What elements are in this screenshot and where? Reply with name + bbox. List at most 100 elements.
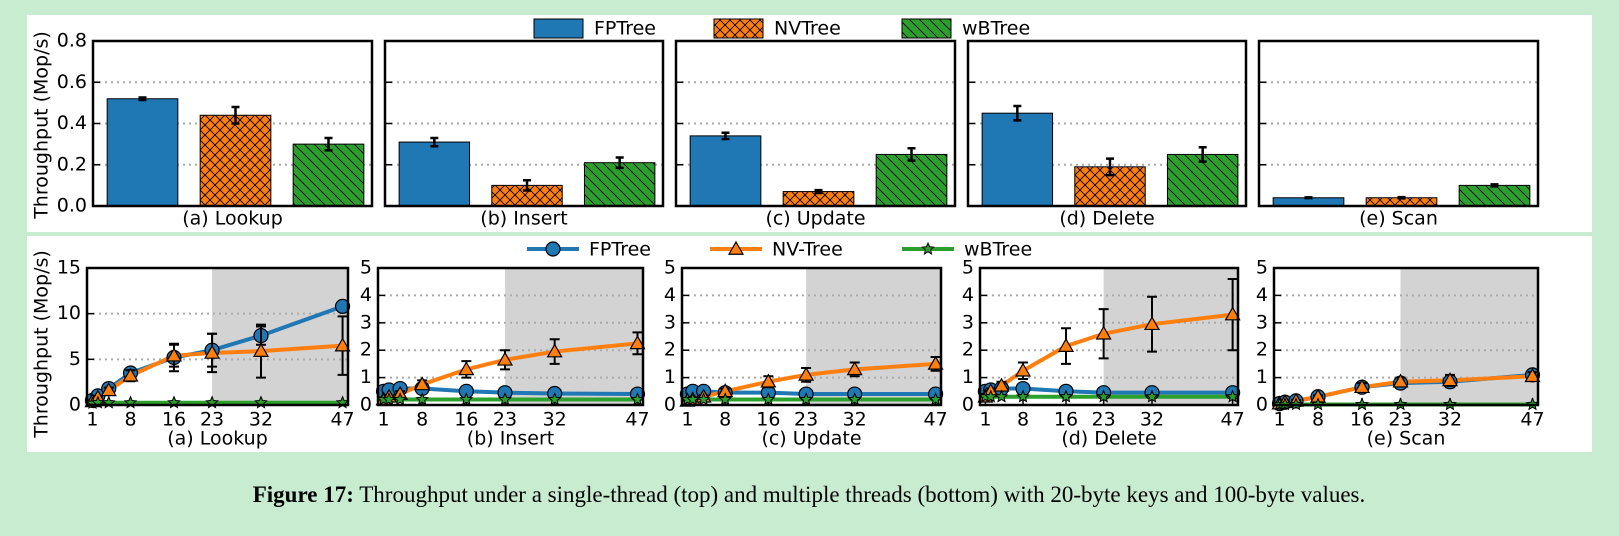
marker (718, 392, 733, 406)
x-tick-label: 23 (493, 409, 517, 431)
marker (252, 342, 270, 357)
error-bar-line (1013, 104, 1022, 122)
bar (689, 135, 762, 207)
y-tick-label: 1 (962, 366, 974, 388)
x-tick-label: 32 (249, 409, 273, 431)
marker (1059, 389, 1073, 403)
error-bar-line (231, 105, 240, 125)
y-tick-label: 3 (1256, 311, 1268, 333)
marker (334, 298, 351, 314)
marker (204, 344, 221, 359)
error-bar (138, 96, 147, 102)
legend-label: FPTree (589, 239, 651, 261)
y-tick-label: 0 (1256, 394, 1268, 416)
y-tick-label: 2 (360, 339, 372, 361)
x-tick-label: 23 (1092, 409, 1116, 431)
y-tick-label: 1 (664, 366, 676, 388)
shaded-region (1103, 268, 1238, 405)
x-tick-label: 23 (200, 409, 224, 431)
marker (334, 337, 351, 352)
legend-swatch (533, 18, 584, 39)
bar (1166, 153, 1239, 207)
marker (1224, 306, 1241, 321)
legend-label: wBTree (964, 239, 1032, 261)
bar (292, 143, 365, 207)
x-tick-label: 8 (719, 409, 731, 431)
chart-title: (b) Insert (480, 208, 567, 230)
y-tick-label: 2 (962, 339, 974, 361)
plot-frame (1257, 39, 1540, 208)
error-bar-line (1304, 196, 1313, 200)
x-tick-label: 47 (1520, 409, 1544, 431)
x-tick-label: 1 (86, 409, 98, 431)
marker (382, 392, 396, 406)
bar (398, 141, 471, 207)
error-bar-line (1490, 183, 1499, 188)
y-tick-label: 5 (360, 257, 372, 279)
marker (415, 392, 430, 406)
plot-frame (680, 266, 943, 407)
marker (547, 392, 562, 406)
marker (1524, 368, 1541, 383)
error-bar (1013, 104, 1022, 122)
bar (199, 114, 272, 207)
error-bar (324, 136, 333, 152)
x-tick-label: 32 (543, 409, 567, 431)
x-tick-label: 23 (794, 409, 818, 431)
y-tick-label: 0 (360, 394, 372, 416)
marker (798, 366, 815, 381)
plot-frame (91, 39, 374, 208)
error-bar (523, 178, 531, 192)
y-tick-label: 3 (664, 311, 676, 333)
chart-title: (a) Lookup (182, 208, 283, 230)
caption-label: Figure 17: (253, 482, 354, 507)
marker (496, 351, 514, 366)
caption-text: Throughput under a single-thread (top) a… (359, 482, 1365, 507)
marker (760, 373, 777, 388)
marker (1096, 389, 1111, 403)
legend-swatch (901, 18, 952, 39)
x-tick-label: 8 (1017, 409, 1029, 431)
error-bar-line (523, 178, 531, 192)
chart-title: (c) Update (761, 428, 861, 450)
marker (546, 343, 563, 358)
error-bar (1198, 145, 1207, 163)
y-tick-label: 5 (69, 348, 81, 370)
x-tick-label: 47 (924, 409, 948, 431)
plot-frame (966, 39, 1248, 208)
y-tick-label: 4 (1256, 284, 1268, 306)
y-tick-label: 3 (360, 311, 372, 333)
marker (799, 392, 814, 406)
marker (459, 392, 474, 406)
error-bar-line (1106, 157, 1114, 177)
caption: Figure 17: Throughput under a single-thr… (253, 482, 1366, 507)
error-bar-line (138, 96, 147, 102)
y-tick-label: 4 (360, 284, 372, 306)
y-tick-label: 3 (962, 311, 974, 333)
marker (1145, 389, 1159, 403)
chart-title: (c) Update (765, 208, 865, 230)
chart-title: (e) Scan (1367, 428, 1446, 450)
y-tick-label: 0.8 (57, 30, 87, 52)
marker (1095, 325, 1112, 340)
y-tick-label: 1 (1256, 366, 1268, 388)
marker (1014, 362, 1032, 377)
x-tick-label: 23 (1388, 409, 1412, 431)
error-bar (615, 156, 624, 170)
y-tick-label: 0.4 (57, 112, 87, 134)
marker (629, 335, 646, 350)
y-tick-label: 0.0 (57, 195, 87, 217)
x-tick-label: 1 (377, 409, 389, 431)
marker (1441, 372, 1459, 387)
x-tick-label: 16 (162, 409, 186, 431)
y-tick-label: 1 (360, 366, 372, 388)
x-tick-label: 16 (1350, 409, 1374, 431)
x-tick-label: 1 (979, 409, 991, 431)
marker (165, 347, 183, 362)
y-tick-label: 0 (664, 394, 676, 416)
marker (1392, 373, 1409, 388)
error-bar-line (1397, 195, 1406, 200)
error-bar-line (615, 156, 624, 170)
marker (414, 376, 431, 391)
x-tick-label: 47 (625, 409, 649, 431)
